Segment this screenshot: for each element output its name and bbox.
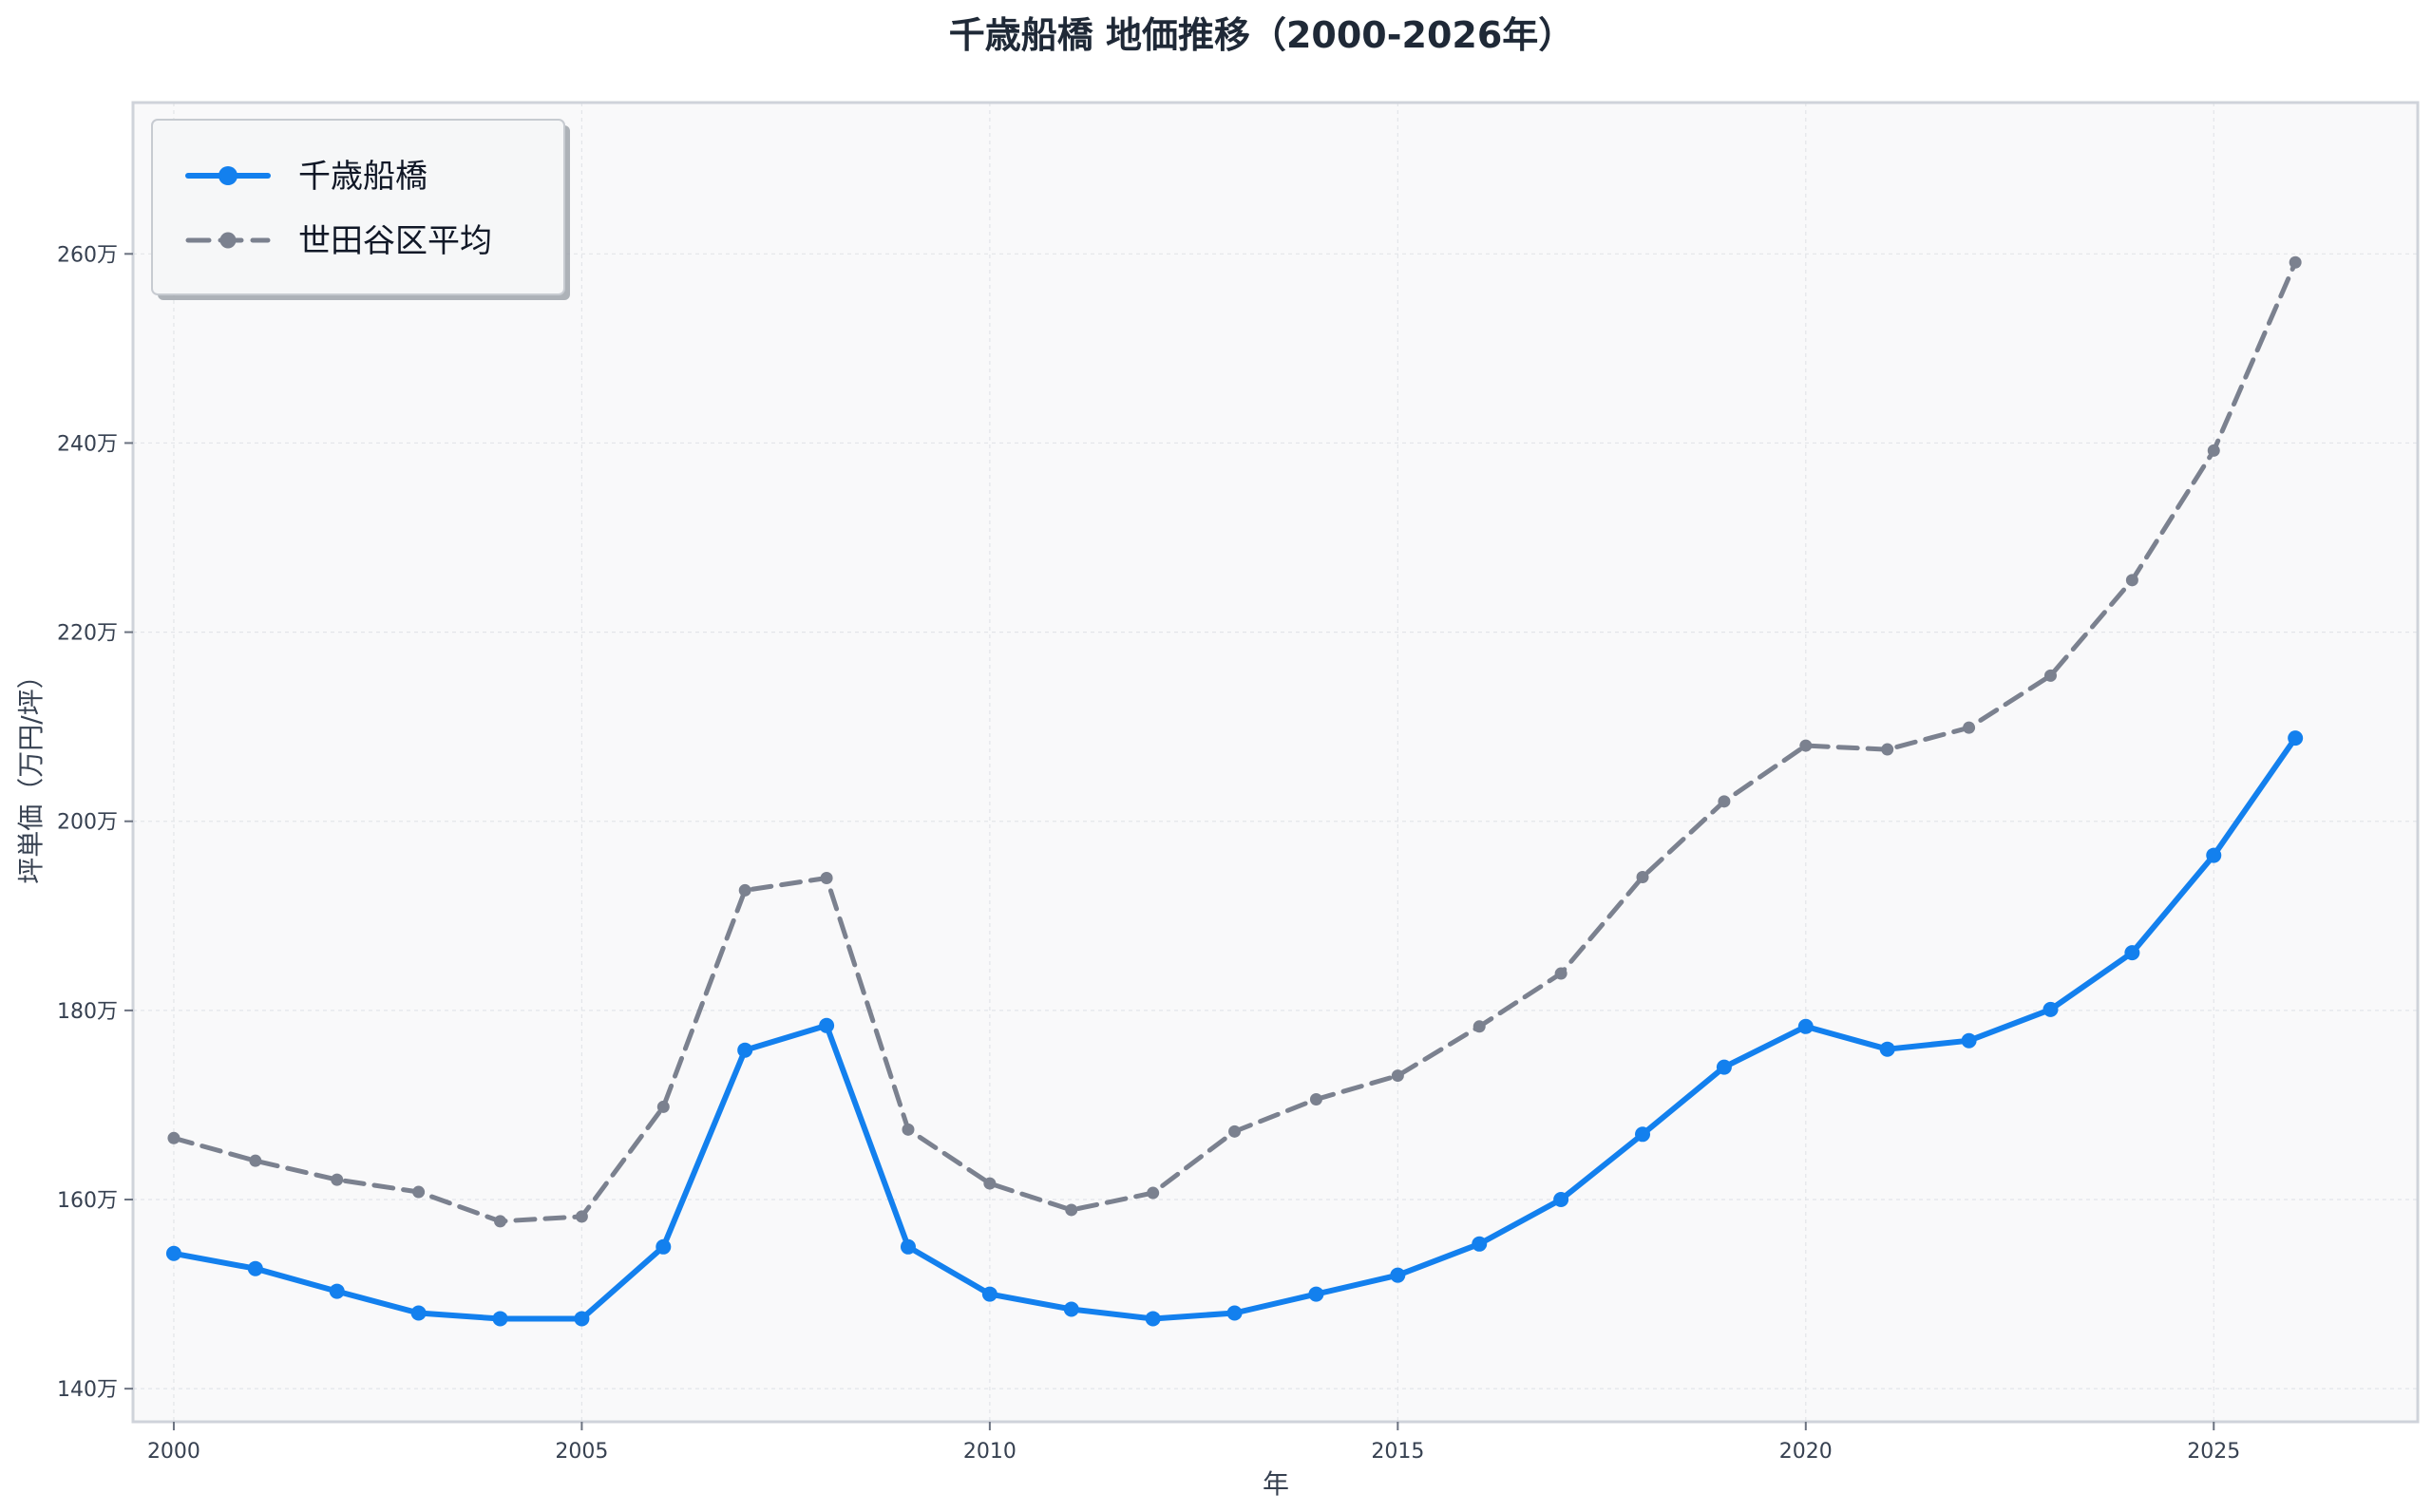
data-point — [656, 1238, 672, 1255]
y-tick-label: 220万 — [57, 622, 118, 646]
data-point — [1635, 1126, 1651, 1143]
data-point — [1308, 1286, 1324, 1302]
data-point — [167, 1131, 180, 1144]
y-tick-label: 260万 — [57, 243, 118, 267]
data-point — [2042, 1001, 2059, 1017]
y-tick-label: 240万 — [57, 432, 118, 456]
legend-label-setagaya-average: 世田谷区平均 — [298, 222, 492, 260]
x-tick-label: 2000 — [147, 1440, 200, 1464]
data-point — [1309, 1092, 1322, 1106]
plot-frame — [131, 101, 2420, 1424]
legend-marker — [219, 232, 237, 249]
plot-area — [133, 103, 2418, 1422]
data-point — [1472, 1020, 1486, 1033]
data-point — [1961, 1032, 1977, 1049]
x-tick-label: 2025 — [2187, 1440, 2240, 1464]
data-point — [1799, 739, 1813, 752]
y-tick-label: 180万 — [57, 1000, 118, 1024]
series-chitose-funabashi — [165, 730, 2304, 1327]
data-point — [819, 1017, 835, 1033]
legend-marker — [218, 166, 238, 185]
data-point — [1963, 721, 1976, 734]
data-point — [1390, 1267, 1406, 1283]
y-tick-label: 160万 — [57, 1189, 118, 1213]
data-point — [738, 883, 751, 897]
data-point — [981, 1286, 998, 1302]
x-tick-label: 2020 — [1779, 1440, 1833, 1464]
data-point — [494, 1215, 507, 1228]
data-point — [412, 1185, 426, 1199]
y-axis-label: 坪単価（万円/坪） — [15, 662, 47, 883]
data-point — [2289, 255, 2302, 269]
data-point — [1147, 1186, 1160, 1200]
data-point — [1226, 1305, 1243, 1321]
data-point — [1228, 1125, 1242, 1138]
data-point — [2288, 730, 2304, 747]
y-tick-label: 200万 — [57, 811, 118, 835]
data-point — [165, 1245, 181, 1261]
data-point — [2125, 574, 2138, 587]
data-point — [820, 871, 833, 884]
data-point — [2124, 945, 2140, 961]
data-point — [2206, 847, 2222, 863]
y-tick-label: 140万 — [57, 1378, 118, 1402]
x-axis-label: 年 — [1263, 1468, 1289, 1500]
data-point — [249, 1154, 262, 1167]
data-point — [1797, 1018, 1814, 1034]
data-point — [331, 1173, 344, 1186]
chart-title: 千歳船橋 地価推移（2000-2026年） — [949, 14, 1575, 56]
data-point — [2207, 444, 2220, 457]
data-point — [656, 1100, 670, 1113]
series-setagaya-average — [167, 255, 2302, 1228]
data-point — [410, 1305, 427, 1321]
legend-box — [151, 119, 565, 295]
x-tick-label: 2010 — [963, 1440, 1016, 1464]
data-point — [737, 1042, 753, 1058]
data-point — [492, 1311, 508, 1327]
data-point — [983, 1177, 997, 1190]
x-tick-label: 2005 — [555, 1440, 608, 1464]
data-point — [1718, 795, 1731, 808]
data-point — [1472, 1236, 1488, 1252]
data-point — [1145, 1311, 1161, 1327]
data-point — [1716, 1059, 1732, 1075]
data-point — [2043, 669, 2057, 682]
data-point — [1391, 1069, 1404, 1083]
data-point — [575, 1210, 588, 1223]
data-point — [329, 1283, 345, 1299]
data-point — [900, 1238, 916, 1255]
data-point — [574, 1311, 590, 1327]
data-point — [1636, 870, 1649, 883]
data-point — [1554, 967, 1568, 980]
data-point — [1881, 743, 1894, 756]
data-point — [1063, 1301, 1079, 1317]
legend-label-chitose-funabashi: 千歳船橋 — [298, 158, 428, 196]
data-point — [1879, 1041, 1895, 1057]
x-tick-label: 2015 — [1371, 1440, 1424, 1464]
data-point — [247, 1260, 263, 1276]
data-point — [1553, 1192, 1569, 1208]
data-point — [1065, 1203, 1078, 1217]
data-point — [902, 1123, 915, 1136]
